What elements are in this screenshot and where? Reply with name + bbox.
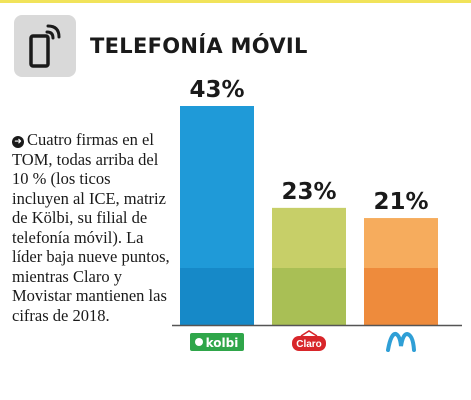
- kolbi-logo-icon: [190, 333, 244, 351]
- bar-lower-claro: [272, 268, 346, 325]
- bar-claro: [272, 207, 346, 325]
- category-label-kolbi: kolbi: [206, 336, 239, 350]
- bar-upper-kolbi: [180, 106, 254, 268]
- value-label-movistar: 21%: [373, 189, 428, 215]
- page-title: TELEFONÍA MÓVIL: [90, 34, 308, 58]
- description: ➜ Cuatro firmas en el TOM, todas arriba d…: [12, 130, 170, 325]
- phone-signal-icon: [14, 15, 76, 77]
- value-label-kolbi: 43%: [189, 77, 244, 103]
- description-text: Cuatro firmas en el TOM, todas arriba de…: [12, 130, 170, 325]
- movistar-logo-icon: [386, 331, 416, 352]
- bar-lower-movistar: [364, 268, 438, 325]
- value-label-claro: 23%: [281, 179, 336, 205]
- arrow-bullet-icon: ➜: [12, 136, 24, 148]
- kolbi-clover-icon: [195, 338, 203, 346]
- header: TELEFONÍA MÓVIL: [14, 15, 308, 77]
- category-label-claro: Claro: [296, 339, 322, 350]
- bar-kolbi: [180, 106, 254, 325]
- bar-movistar: [364, 218, 438, 325]
- bar-upper-claro: [272, 207, 346, 268]
- bar-upper-movistar: [364, 218, 438, 268]
- claro-logo-icon: [300, 330, 318, 337]
- claro-logo-pill: [292, 336, 326, 351]
- top-rule: [0, 0, 471, 3]
- bar-lower-kolbi: [180, 268, 254, 325]
